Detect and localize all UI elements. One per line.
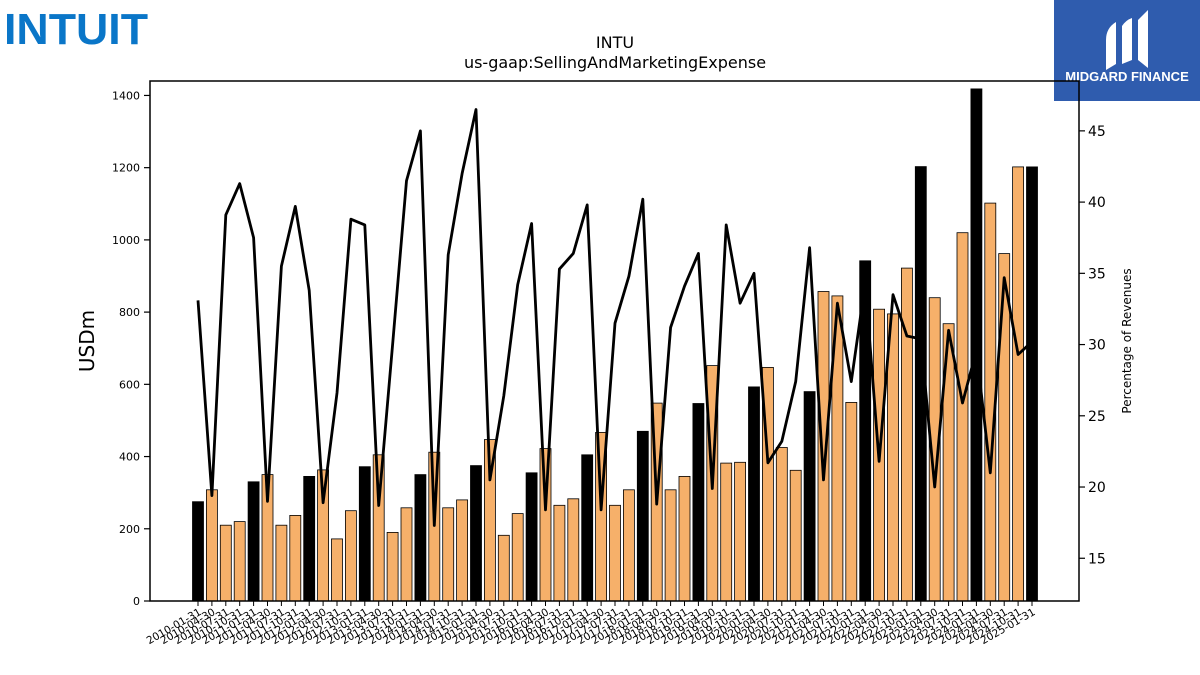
midgard-logo-text: MIDGARD FINANCE <box>1065 69 1189 84</box>
y2-axis-label: Percentage of Revenues <box>1120 268 1134 413</box>
annual-bar <box>525 472 538 602</box>
y-tick-label: 1200 <box>112 162 140 175</box>
annual-bar <box>636 430 649 602</box>
annual-bar <box>803 391 816 602</box>
quarterly-bar <box>219 524 232 602</box>
quarterly-bar <box>720 462 733 602</box>
y-axis-label: USDm <box>75 310 99 372</box>
quarterly-bar <box>956 232 969 602</box>
y-tick-label: 0 <box>133 595 140 608</box>
intuit-logo: INTUIT <box>4 2 164 54</box>
quarterly-bar <box>664 489 677 602</box>
y2-tick-label: 20 <box>1088 480 1106 496</box>
intuit-logo-text: INTUIT <box>4 5 148 52</box>
y2-tick-label: 30 <box>1088 338 1106 354</box>
percentage-series-line <box>196 108 1033 527</box>
quarterly-bar <box>775 447 788 602</box>
quarterly-bar <box>344 510 357 602</box>
x-axis: 2010-01-312010-04-302010-07-312010-10-31… <box>145 601 1038 647</box>
annual-bar <box>247 481 260 602</box>
quarterly-bar <box>623 489 635 602</box>
quarterly-bar <box>678 475 691 602</box>
quarterly-bar <box>1012 166 1024 602</box>
annual-bar <box>970 88 983 602</box>
quarterly-bar <box>901 267 913 602</box>
y2-tick-label: 45 <box>1088 124 1106 140</box>
y-tick-label: 1400 <box>112 89 140 102</box>
annual-bar <box>192 501 204 602</box>
midgard-emblem-icon <box>1106 10 1148 70</box>
y2-axis: 15 20 25 30 35 40 45 <box>1079 124 1106 567</box>
annual-bar <box>1026 166 1038 602</box>
quarterly-bar <box>609 504 621 602</box>
quarterly-bar <box>553 504 566 602</box>
quarterly-bar <box>275 524 288 602</box>
quarterly-bar <box>845 401 858 602</box>
plot-frame <box>149 80 1080 602</box>
y2-tick-label: 40 <box>1088 195 1106 211</box>
y2-tick-label: 35 <box>1088 266 1106 282</box>
quarterly-bar <box>497 534 510 602</box>
annual-bar <box>581 454 594 602</box>
y-axis: 0 200 400 600 800 1000 1200 1400 <box>112 89 150 608</box>
annual-bar <box>470 465 482 602</box>
quarterly-bar <box>400 507 413 602</box>
chart-title: INTU <box>596 33 634 52</box>
quarterly-bar <box>567 498 580 602</box>
annual-bar <box>748 386 760 602</box>
percentage-line-group <box>196 108 1033 527</box>
y-tick-label: 800 <box>119 306 140 319</box>
y2-tick-label: 15 <box>1088 551 1106 567</box>
quarterly-bar <box>734 461 746 602</box>
annual-bar <box>358 466 371 602</box>
quarterly-bar <box>789 469 802 602</box>
quarterly-bar <box>442 507 455 602</box>
quarterly-bar <box>511 513 524 602</box>
y-tick-label: 600 <box>119 378 140 391</box>
annual-bar <box>303 475 316 602</box>
annual-bar <box>692 403 705 602</box>
annual-bar <box>414 474 427 602</box>
chart-subtitle: us-gaap:SellingAndMarketingExpense <box>464 53 766 72</box>
y-tick-label: 400 <box>119 451 140 464</box>
quarterly-bar <box>205 489 218 602</box>
quarterly-bar <box>539 448 552 602</box>
quarterly-bar <box>386 532 399 602</box>
y-tick-label: 200 <box>119 523 140 536</box>
quarterly-bar <box>456 499 469 602</box>
y-tick-label: 1000 <box>112 234 140 247</box>
quarterly-bar <box>233 521 246 602</box>
bars-group <box>192 88 1038 602</box>
quarterly-bar <box>289 515 302 602</box>
y2-tick-label: 25 <box>1088 409 1106 425</box>
quarterly-bar <box>331 538 343 602</box>
